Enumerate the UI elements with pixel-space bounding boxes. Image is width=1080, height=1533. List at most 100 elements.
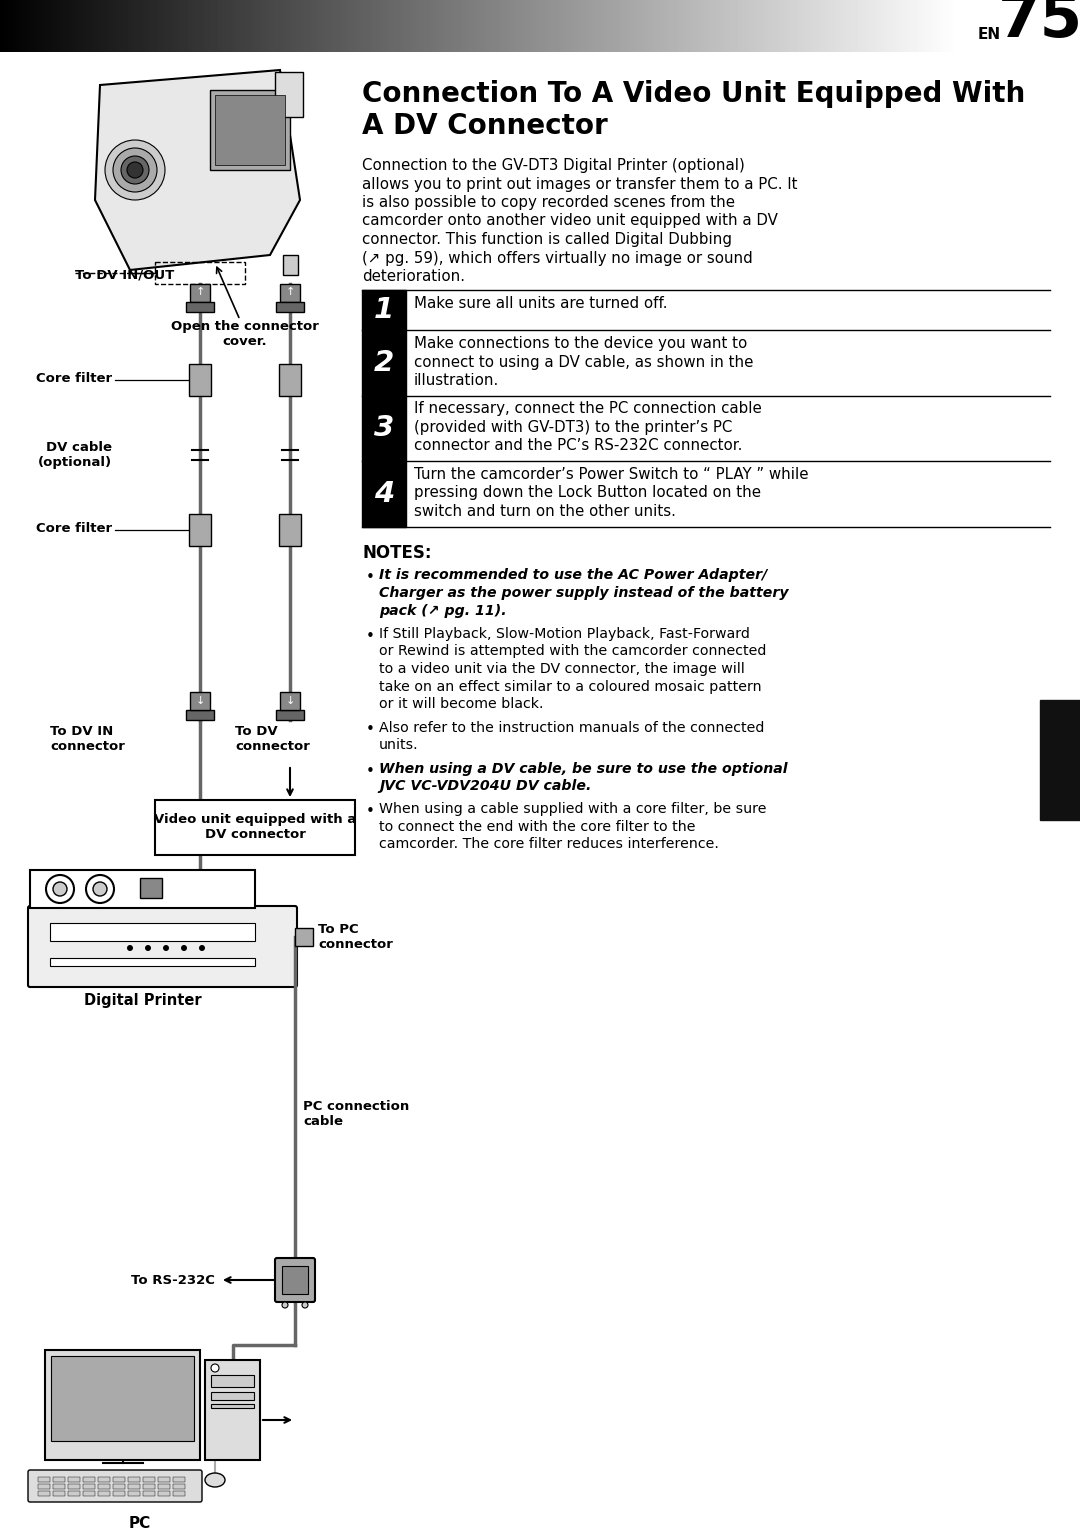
Bar xyxy=(113,1484,125,1489)
Text: To DV IN
connector: To DV IN connector xyxy=(50,725,125,753)
Bar xyxy=(960,0,1080,52)
Bar xyxy=(173,1484,185,1489)
FancyBboxPatch shape xyxy=(28,1470,202,1502)
Bar xyxy=(53,1484,65,1489)
FancyBboxPatch shape xyxy=(275,1259,315,1302)
Text: It is recommended to use the AC Power Adapter/: It is recommended to use the AC Power Ad… xyxy=(379,569,767,583)
Text: or Rewind is attempted with the camcorder connected: or Rewind is attempted with the camcorde… xyxy=(379,644,767,659)
Bar xyxy=(295,927,313,946)
Text: take on an effect similar to a coloured mosaic pattern: take on an effect similar to a coloured … xyxy=(379,679,761,693)
Bar xyxy=(113,1492,125,1496)
Text: JVC VC-VDV204U DV cable.: JVC VC-VDV204U DV cable. xyxy=(379,779,592,793)
Bar xyxy=(205,1360,260,1459)
Text: NOTES:: NOTES: xyxy=(362,544,432,563)
Ellipse shape xyxy=(205,1473,225,1487)
Text: A DV Connector: A DV Connector xyxy=(362,112,608,140)
Text: Connection to the GV-DT3 Digital Printer (optional): Connection to the GV-DT3 Digital Printer… xyxy=(362,158,745,173)
Text: •: • xyxy=(366,763,375,779)
Bar xyxy=(38,1492,50,1496)
Text: Make connections to the device you want to: Make connections to the device you want … xyxy=(414,336,747,351)
Text: When using a cable supplied with a core filter, be sure: When using a cable supplied with a core … xyxy=(379,802,767,817)
Bar xyxy=(215,95,285,166)
Circle shape xyxy=(46,875,75,903)
Text: ↓: ↓ xyxy=(285,696,295,707)
Text: units.: units. xyxy=(379,737,419,753)
Bar xyxy=(280,691,300,710)
Bar xyxy=(53,1476,65,1482)
Bar xyxy=(50,923,255,941)
Bar xyxy=(276,710,303,721)
Bar xyxy=(113,1476,125,1482)
Text: •: • xyxy=(366,805,375,820)
Bar xyxy=(189,514,211,546)
Bar xyxy=(51,1357,194,1441)
Bar xyxy=(362,330,406,396)
Text: If necessary, connect the PC connection cable: If necessary, connect the PC connection … xyxy=(414,402,761,417)
Bar xyxy=(53,1492,65,1496)
Text: To DV IN/OUT: To DV IN/OUT xyxy=(75,268,174,281)
Text: deterioration.: deterioration. xyxy=(362,268,465,284)
Text: to a video unit via the DV connector, the image will: to a video unit via the DV connector, th… xyxy=(379,662,745,676)
Polygon shape xyxy=(95,71,300,270)
Text: To DV
connector: To DV connector xyxy=(235,725,310,753)
Text: Turn the camcorder’s Power Switch to “ PLAY ” while: Turn the camcorder’s Power Switch to “ P… xyxy=(414,468,809,481)
Circle shape xyxy=(199,944,205,950)
Bar xyxy=(186,302,214,313)
Circle shape xyxy=(53,881,67,895)
Circle shape xyxy=(121,156,149,184)
Text: camcorder onto another video unit equipped with a DV: camcorder onto another video unit equipp… xyxy=(362,213,778,228)
Bar xyxy=(279,363,301,396)
Text: pack (↗ pg. 11).: pack (↗ pg. 11). xyxy=(379,604,507,618)
Text: If Still Playback, Slow-Motion Playback, Fast-Forward: If Still Playback, Slow-Motion Playback,… xyxy=(379,627,750,641)
Bar xyxy=(98,1492,110,1496)
Text: 4: 4 xyxy=(374,480,394,507)
Circle shape xyxy=(302,1302,308,1308)
Bar xyxy=(173,1492,185,1496)
Bar xyxy=(30,871,255,908)
Bar xyxy=(68,1492,80,1496)
Bar xyxy=(45,1351,200,1459)
Bar xyxy=(211,1404,254,1407)
Circle shape xyxy=(113,149,157,192)
Circle shape xyxy=(93,881,107,895)
Circle shape xyxy=(145,944,151,950)
Bar xyxy=(158,1492,170,1496)
Text: Open the connector
cover.: Open the connector cover. xyxy=(171,320,319,348)
Text: To RS-232C: To RS-232C xyxy=(131,1274,215,1286)
Bar xyxy=(189,363,211,396)
Bar xyxy=(129,1484,140,1489)
Text: connect to using a DV cable, as shown in the: connect to using a DV cable, as shown in… xyxy=(414,354,754,369)
Bar xyxy=(83,1484,95,1489)
Text: Core filter: Core filter xyxy=(36,371,112,385)
Bar xyxy=(129,1476,140,1482)
Text: Connection To A Video Unit Equipped With: Connection To A Video Unit Equipped With xyxy=(362,80,1025,107)
Bar xyxy=(143,1476,156,1482)
Text: PC: PC xyxy=(129,1516,151,1531)
Text: 75: 75 xyxy=(998,0,1080,51)
Circle shape xyxy=(163,944,168,950)
Circle shape xyxy=(282,1302,288,1308)
Text: DV cable
(optional): DV cable (optional) xyxy=(38,442,112,469)
Circle shape xyxy=(181,944,187,950)
Bar xyxy=(275,72,303,117)
Circle shape xyxy=(127,944,133,950)
Bar xyxy=(156,800,355,855)
Bar xyxy=(283,254,298,274)
Bar xyxy=(211,1375,254,1387)
Text: is also possible to copy recorded scenes from the: is also possible to copy recorded scenes… xyxy=(362,195,735,210)
Text: ↑: ↑ xyxy=(285,287,295,297)
Bar xyxy=(279,514,301,546)
Text: 2: 2 xyxy=(374,348,394,377)
Bar xyxy=(211,1392,254,1400)
Bar xyxy=(68,1476,80,1482)
Bar xyxy=(50,958,255,966)
Bar xyxy=(362,290,406,330)
Circle shape xyxy=(105,140,165,199)
Bar xyxy=(362,461,406,526)
Bar xyxy=(156,262,245,284)
Text: connector and the PC’s RS-232C connector.: connector and the PC’s RS-232C connector… xyxy=(414,438,742,454)
Text: Also refer to the instruction manuals of the connected: Also refer to the instruction manuals of… xyxy=(379,721,765,734)
Text: EN: EN xyxy=(978,28,1001,41)
Bar xyxy=(98,1484,110,1489)
Bar xyxy=(158,1484,170,1489)
